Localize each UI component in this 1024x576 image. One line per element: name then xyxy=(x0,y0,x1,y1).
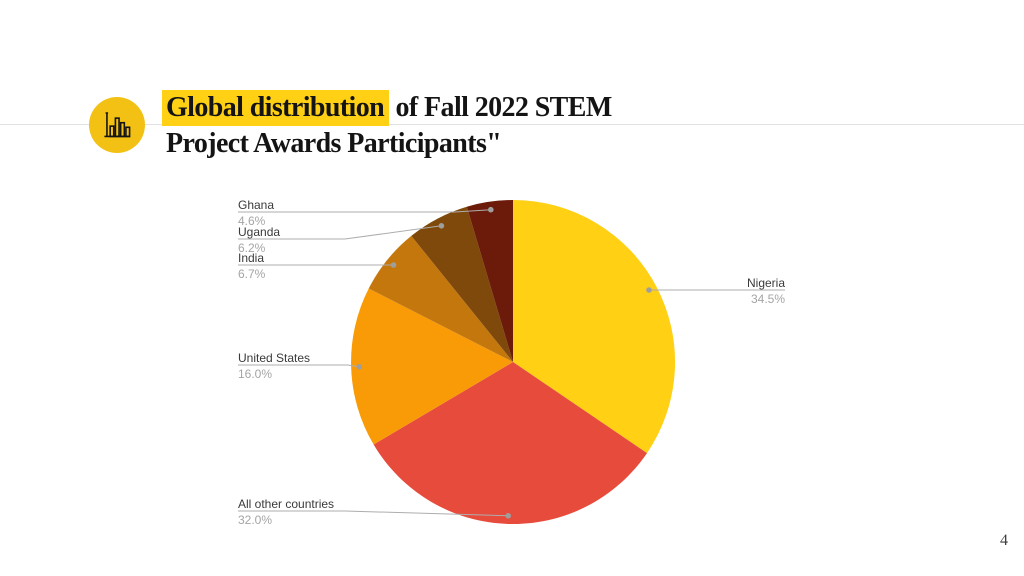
logo-badge xyxy=(89,97,145,153)
pie-label-ghana: Ghana 4.6% xyxy=(238,199,274,228)
pie-label-percent: 6.2% xyxy=(238,241,266,255)
pie-label-all-other-countries: All other countries 32.0% xyxy=(238,498,334,527)
pie-label-percent: 34.5% xyxy=(750,292,785,306)
pie-slice-all-other-countries xyxy=(373,362,647,525)
pie-slice-uganda xyxy=(411,206,513,362)
pie-label-nigeria: Nigeria 34.5% xyxy=(747,277,785,306)
pie-slice-india xyxy=(368,235,513,362)
slide-title-line2: Project Awards Participants" xyxy=(166,128,502,159)
leader-line-ghana xyxy=(238,209,491,213)
pie-label-name: Uganda xyxy=(238,225,281,239)
title-rest: of Fall 2022 STEM xyxy=(389,92,613,123)
pie-label-percent: 32.0% xyxy=(238,513,273,527)
pie-label-name: United States xyxy=(238,351,311,365)
pie-label-united-states: United States 16.0% xyxy=(238,352,310,381)
pie-slice-united-states xyxy=(351,288,513,445)
leader-line-all-other-countries xyxy=(238,510,509,517)
slide-title-line1: Global distribution of Fall 2022 STEM xyxy=(162,90,613,126)
pie-label-percent: 6.7% xyxy=(238,267,266,281)
leader-dot-all-other-countries xyxy=(505,513,512,519)
pie-label-uganda: Uganda 6.2% xyxy=(238,226,280,255)
pie-label-percent: 16.0% xyxy=(238,367,273,381)
leader-dot-uganda xyxy=(438,223,445,229)
pie-label-name: All other countries xyxy=(238,497,335,511)
pie-slice-nigeria xyxy=(513,200,676,454)
leader-dot-united-states xyxy=(356,364,363,370)
pie-label-percent: 4.6% xyxy=(238,214,266,228)
leader-line-uganda xyxy=(238,225,442,240)
pie-label-name: India xyxy=(238,251,265,265)
header-divider-line xyxy=(0,124,1024,125)
pie-label-name: Nigeria xyxy=(746,276,785,290)
page-number: 4 xyxy=(1000,532,1008,549)
pie-label-india: India 6.7% xyxy=(238,252,265,281)
leader-dot-nigeria xyxy=(646,287,652,293)
title-highlight: Global distribution xyxy=(162,90,390,126)
slide-title: Global distribution of Fall 2022 STEM Pr… xyxy=(162,90,613,162)
bar-chart-icon xyxy=(104,112,131,138)
leader-dot-ghana xyxy=(488,206,494,213)
leader-dot-india xyxy=(390,262,397,268)
pie-slice-ghana xyxy=(466,199,513,362)
pie-label-name: Ghana xyxy=(238,198,275,212)
leader-line-united-states xyxy=(238,364,360,368)
